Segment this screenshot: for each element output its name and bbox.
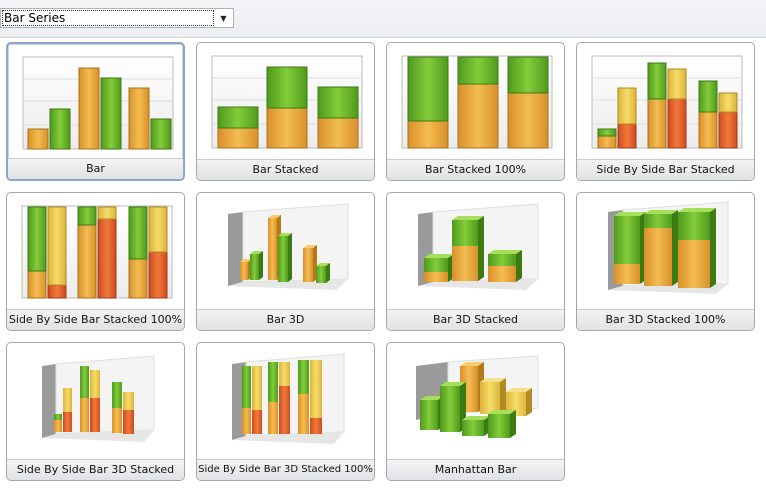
gallery-item-bar-3d-stacked[interactable]: Bar 3D Stacked xyxy=(386,192,565,331)
chart-type-combo-value[interactable]: Bar Series xyxy=(2,10,214,26)
gallery-item-manhattan-bar[interactable]: Manhattan Bar xyxy=(386,342,565,481)
gallery-item-label: Bar 3D Stacked xyxy=(387,309,564,330)
manhattan-bar-chart-preview xyxy=(416,355,539,438)
gallery-item-side-by-side-bar-3d-stacked-100[interactable]: Side By Side Bar 3D Stacked 100% xyxy=(196,342,375,481)
gallery-item-side-by-side-bar-stacked[interactable]: Side By Side Bar Stacked xyxy=(576,42,755,181)
gallery-item-bar-stacked-100[interactable]: Bar Stacked 100% xyxy=(386,42,565,181)
gallery-item-bar-stacked[interactable]: Bar Stacked xyxy=(196,42,375,181)
gallery-item-label: Bar 3D xyxy=(197,309,374,330)
gallery-item-side-by-side-bar-stacked-100[interactable]: Side By Side Bar Stacked 100% xyxy=(6,192,185,331)
chart-gallery: Bar Bar Stacked Bar Stacked 100% xyxy=(0,37,766,489)
gallery-item-bar[interactable]: Bar xyxy=(6,42,185,181)
gallery-item-bar-3d-stacked-100[interactable]: Bar 3D Stacked 100% xyxy=(576,192,755,331)
gallery-item-label: Bar Stacked 100% xyxy=(387,159,564,180)
gallery-item-side-by-side-bar-3d-stacked[interactable]: Side By Side Bar 3D Stacked xyxy=(6,342,185,481)
gallery-item-bar-3d[interactable]: Bar 3D xyxy=(196,192,375,331)
bar-3d-stacked-chart-preview xyxy=(418,203,539,290)
gallery-item-label: Side By Side Bar Stacked 100% xyxy=(7,309,184,330)
gallery-item-label: Side By Side Bar 3D Stacked 100% xyxy=(197,459,374,480)
gallery-item-label: Bar Stacked xyxy=(197,159,374,180)
bar-3d-stacked-100-chart-preview xyxy=(608,201,729,294)
side-by-side-bar-3d-stacked-100-chart-preview xyxy=(232,353,345,444)
gallery-item-label: Side By Side Bar Stacked xyxy=(577,159,754,180)
gallery-item-label: Bar xyxy=(8,158,183,179)
bar-chart-preview xyxy=(22,56,174,150)
bar-stacked-chart-preview xyxy=(211,55,363,149)
side-by-side-bar-stacked-100-chart-preview xyxy=(21,205,173,299)
chart-type-combo[interactable]: Bar Series ▼ xyxy=(0,8,234,28)
gallery-item-label: Bar 3D Stacked 100% xyxy=(577,309,754,330)
gallery-item-label: Manhattan Bar xyxy=(387,459,564,480)
bar-3d-chart-preview xyxy=(228,203,349,290)
toolbar: Bar Series ▼ xyxy=(0,0,766,38)
side-by-side-bar-stacked-chart-preview xyxy=(591,55,743,149)
side-by-side-bar-3d-stacked-chart-preview xyxy=(42,355,155,442)
gallery-item-label: Side By Side Bar 3D Stacked xyxy=(7,459,184,480)
bar-stacked-100-chart-preview xyxy=(401,55,553,149)
chevron-down-icon[interactable]: ▼ xyxy=(220,13,227,23)
